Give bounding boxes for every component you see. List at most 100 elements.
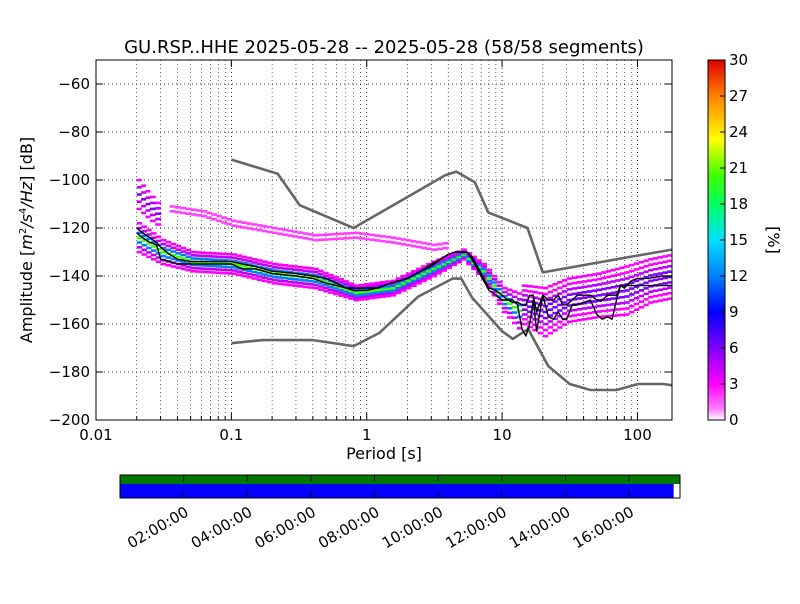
pdf-cell	[297, 269, 304, 272]
pdf-cell	[576, 275, 583, 279]
pdf-cell	[277, 263, 283, 266]
pdf-cell	[380, 290, 386, 294]
pdf-cell	[395, 277, 402, 280]
pdf-cell	[338, 232, 345, 236]
pdf-cell	[136, 246, 143, 249]
pdf-cell	[633, 291, 640, 294]
pdf-cell	[446, 254, 452, 257]
pdf-cell	[195, 251, 202, 254]
pdf-cell	[652, 294, 659, 298]
pdf-cell	[456, 253, 462, 257]
pdf-cell	[610, 280, 616, 283]
pdf-cell	[241, 268, 248, 271]
pdf-cell	[405, 243, 412, 247]
pdf-cell	[571, 314, 578, 317]
pdf-cell	[380, 295, 386, 298]
pdf-cell	[146, 255, 152, 259]
pdf-cell	[657, 261, 664, 265]
pdf-cell	[307, 283, 314, 286]
pdf-cell	[511, 290, 518, 293]
pdf-cell	[591, 273, 598, 276]
pdf-cell	[615, 267, 621, 271]
pdf-cell	[256, 265, 263, 269]
pdf-cell	[267, 277, 273, 281]
pdf-cell	[141, 248, 147, 252]
pdf-cell	[200, 254, 207, 258]
pdf-cell	[516, 321, 523, 324]
pdf-cell	[390, 294, 397, 297]
pdf-cell	[307, 233, 314, 236]
pdf-cell	[292, 230, 299, 233]
mode-line	[136, 232, 672, 313]
pdf-cell	[141, 239, 147, 242]
pdf-cell	[205, 261, 212, 264]
pdf-cell	[421, 241, 427, 245]
pdf-cell	[216, 261, 222, 265]
pdf-cell	[405, 279, 412, 283]
pdf-cell	[610, 268, 616, 272]
pdf-cell	[231, 253, 238, 256]
pdf-cell	[231, 256, 238, 259]
pdf-cell	[302, 232, 309, 235]
pdf-cell	[364, 297, 371, 301]
pdf-cell	[210, 261, 217, 265]
pdf-cell	[221, 216, 227, 219]
pdf-cell	[185, 255, 192, 259]
pdf-cell	[390, 291, 397, 295]
pdf-cell	[436, 247, 444, 251]
x-axis-label: Period [s]	[346, 444, 422, 463]
coverage-bar-ppsd	[120, 484, 674, 498]
pdf-cell	[136, 236, 143, 239]
pdf-cell	[405, 284, 412, 287]
pdf-cell	[343, 285, 350, 288]
pdf-cell	[160, 250, 167, 254]
pdf-cell	[605, 281, 612, 284]
pdf-cell	[410, 240, 417, 243]
pdf-cell	[456, 260, 462, 264]
pdf-cell	[491, 281, 498, 284]
pdf-cell	[136, 222, 143, 225]
pdf-cell	[338, 288, 345, 292]
pdf-cell	[241, 274, 248, 278]
pdf-cell	[380, 292, 386, 296]
pdf-cell	[552, 306, 558, 309]
pdf-cell	[348, 289, 355, 293]
pdf-cell	[175, 252, 182, 255]
pdf-cell	[405, 274, 412, 278]
pdf-cell	[610, 285, 616, 289]
pdf-cell	[374, 281, 381, 285]
pdf-cell	[231, 259, 238, 263]
pdf-cell	[662, 255, 668, 258]
pdf-cell	[333, 232, 339, 236]
pdf-cell	[581, 274, 588, 278]
pdf-cell	[502, 290, 508, 294]
pdf-cell	[190, 213, 197, 216]
pdf-cell	[537, 297, 544, 301]
pdf-cell	[557, 303, 563, 307]
pdf-cell	[364, 285, 371, 289]
pdf-cell	[141, 184, 147, 187]
pdf-cell	[410, 279, 417, 283]
pdf-cell	[170, 242, 177, 246]
pdf-cell	[502, 310, 508, 314]
pdf-cell	[216, 252, 222, 255]
pdf-cell	[323, 238, 329, 241]
pdf-cell	[605, 292, 612, 295]
pdf-cell	[426, 267, 432, 271]
pdf-cell	[205, 251, 212, 255]
pdf-cell	[638, 289, 644, 292]
pdf-cell	[576, 297, 583, 300]
pdf-cell	[211, 218, 217, 221]
pdf-cell	[267, 261, 273, 265]
time-tick-label: 02:00:00	[124, 503, 191, 552]
pdf-cell	[643, 292, 649, 296]
pdf-cell	[145, 202, 151, 206]
pdf-cell	[662, 265, 668, 269]
pdf-cell	[343, 280, 350, 283]
pdf-cell	[476, 265, 482, 269]
pdf-cell	[374, 239, 381, 242]
pdf-cell	[353, 294, 360, 297]
pdf-cell	[195, 267, 202, 270]
pdf-cell	[287, 283, 294, 287]
pdf-cell	[476, 263, 482, 267]
